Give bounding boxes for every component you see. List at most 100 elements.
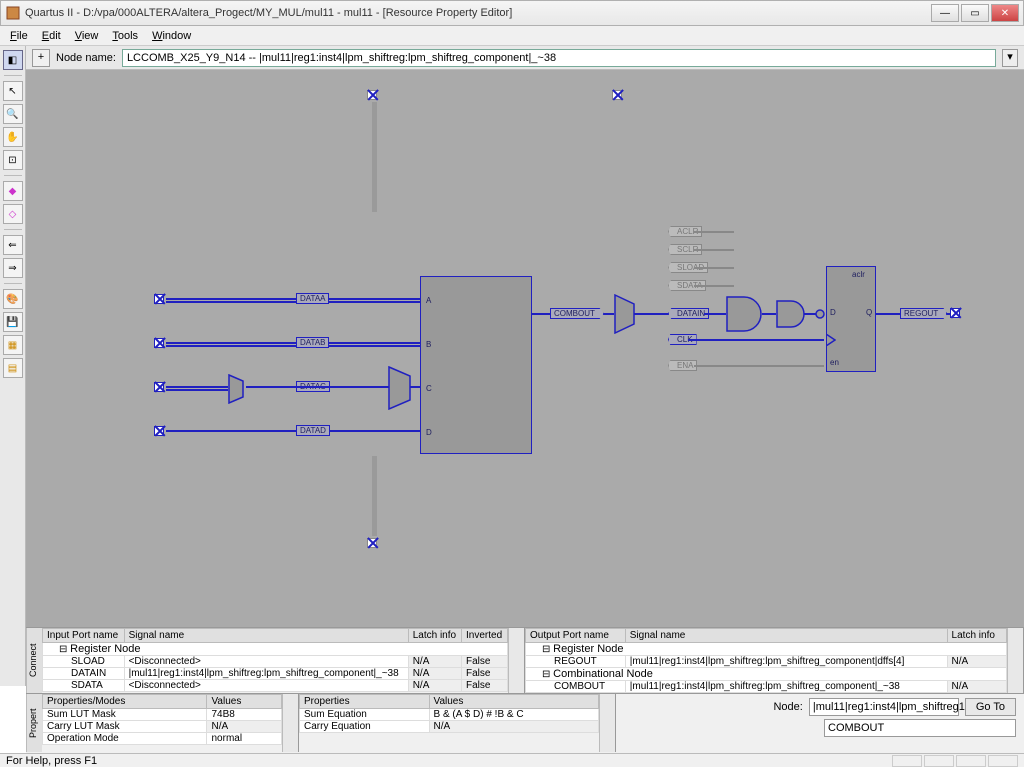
tab-connectivity[interactable]: Connect — [26, 628, 42, 693]
reg-en: en — [830, 358, 839, 367]
port-disconnected — [367, 538, 377, 548]
tool-grid-icon[interactable]: ▤ — [3, 358, 23, 378]
wire-gray — [372, 102, 377, 212]
scrollbar[interactable] — [282, 694, 298, 752]
wire — [694, 285, 734, 287]
wire — [166, 298, 420, 300]
tool-pointer-icon[interactable]: ↖ — [3, 81, 23, 101]
window-title: Quartus II - D:/vpa/000ALTERA/altera_Pro… — [25, 7, 931, 19]
mux-small — [228, 374, 250, 404]
goto-button[interactable]: Go To — [965, 698, 1016, 716]
scrollbar[interactable] — [1007, 628, 1023, 693]
lut-pin-d: D — [426, 428, 432, 437]
status-cell — [924, 755, 954, 767]
reg-q: Q — [866, 308, 872, 317]
status-cell — [892, 755, 922, 767]
node-name-dropdown[interactable]: ▾ — [1002, 49, 1018, 67]
status-cell — [956, 755, 986, 767]
tool-new-icon[interactable]: ▦ — [3, 335, 23, 355]
wire — [694, 249, 734, 251]
lut-pin-a: A — [426, 296, 431, 305]
port-disconnected — [612, 90, 622, 100]
tool-hand-icon[interactable]: ✋ — [3, 127, 23, 147]
wire — [166, 301, 420, 303]
scrollbar[interactable] — [599, 694, 615, 752]
maximize-button[interactable]: ▭ — [961, 4, 989, 22]
tool-doc-icon[interactable]: ◧ — [3, 50, 23, 70]
tool-save-icon[interactable]: 💾 — [3, 312, 23, 332]
titlebar: Quartus II - D:/vpa/000ALTERA/altera_Pro… — [0, 0, 1024, 26]
output-port-table[interactable]: Output Port name Signal name Latch info … — [525, 628, 1007, 693]
node-name-field[interactable]: LCCOMB_X25_Y9_N14 -- |mul11|reg1:inst4|l… — [122, 49, 996, 67]
port-datad[interactable] — [154, 426, 164, 436]
tool-color2-icon[interactable]: ◇ — [3, 204, 23, 224]
bottom-panel: × Connect Input Port name Signal name La… — [26, 627, 1024, 753]
port-disconnected — [367, 90, 377, 100]
tab-properties[interactable]: Propert — [26, 694, 42, 752]
reg-d: D — [830, 308, 836, 317]
gate-and2 — [776, 300, 806, 328]
node-name-bar: + Node name: LCCOMB_X25_Y9_N14 -- |mul11… — [26, 46, 1024, 70]
label-datab: DATAB — [296, 337, 329, 348]
lut-pin-c: C — [426, 384, 432, 393]
wire — [166, 342, 420, 344]
port-datac[interactable] — [154, 382, 164, 392]
wire — [694, 267, 734, 269]
status-cell — [988, 755, 1018, 767]
label-datad: DATAD — [296, 425, 330, 436]
reg-aclr: aclr — [852, 270, 865, 279]
app-icon — [5, 5, 21, 21]
label-regout: REGOUT — [900, 308, 947, 319]
inverter-bubble — [814, 308, 826, 320]
main-area: DATAA DATAB DATAC DATAD A B C D COMBOUT — [0, 70, 1024, 660]
node-name-label: Node name: — [56, 52, 116, 64]
clock-triangle-icon — [826, 334, 836, 346]
wire — [166, 345, 420, 347]
props-table-2[interactable]: PropertiesValues Sum EquationB & (A $ D)… — [299, 694, 599, 752]
tool-color1-icon[interactable]: ◆ — [3, 181, 23, 201]
node-combo[interactable]: |mul11|reg1:inst4|lpm_shiftreg1▾ — [809, 698, 959, 716]
minimize-button[interactable]: — — [931, 4, 959, 22]
statusbar: For Help, press F1 — [0, 753, 1024, 767]
menu-window[interactable]: Window — [146, 28, 197, 44]
lut-block[interactable] — [420, 276, 532, 454]
mux-post — [614, 294, 636, 334]
port-datab[interactable] — [154, 338, 164, 348]
menu-file[interactable]: File — [4, 28, 34, 44]
wire — [410, 386, 420, 388]
tool-palette-icon[interactable]: 🎨 — [3, 289, 23, 309]
node-label: Node: — [773, 701, 802, 713]
lut-pin-b: B — [426, 340, 431, 349]
wire — [762, 313, 776, 315]
wire-gray — [372, 456, 377, 536]
wire — [694, 231, 734, 233]
register-block[interactable] — [826, 266, 876, 372]
menu-edit[interactable]: Edit — [36, 28, 67, 44]
props-table-1[interactable]: Properties/ModesValues Sum LUT Mask74B8 … — [42, 694, 282, 752]
expand-button[interactable]: + — [32, 49, 50, 67]
menu-view[interactable]: View — [69, 28, 105, 44]
tool-left-icon[interactable]: ⇐ — [3, 235, 23, 255]
node-combo-2[interactable]: COMBOUT — [824, 719, 1016, 737]
tool-right-icon[interactable]: ⇒ — [3, 258, 23, 278]
close-button[interactable]: ✕ — [991, 4, 1019, 22]
wire — [166, 389, 228, 391]
node-go-pane: Node: |mul11|reg1:inst4|lpm_shiftreg1▾ G… — [616, 694, 1024, 752]
tool-zoomfit-icon[interactable]: ⊡ — [3, 150, 23, 170]
label-datain: DATAIN — [668, 308, 709, 319]
port-dataa[interactable] — [154, 294, 164, 304]
input-port-table[interactable]: Input Port name Signal name Latch info I… — [42, 628, 508, 693]
label-combout: COMBOUT — [550, 308, 604, 319]
schematic-canvas[interactable]: DATAA DATAB DATAC DATAD A B C D COMBOUT — [26, 70, 1024, 660]
scrollbar[interactable] — [508, 628, 524, 693]
menu-tools[interactable]: Tools — [106, 28, 144, 44]
gate-and1 — [726, 296, 762, 332]
tool-zoom-icon[interactable]: 🔍 — [3, 104, 23, 124]
wire — [166, 386, 228, 388]
wire — [166, 430, 420, 432]
label-dataa: DATAA — [296, 293, 329, 304]
status-text: For Help, press F1 — [6, 755, 97, 767]
window-buttons: — ▭ ✕ — [931, 4, 1019, 22]
port-regout[interactable] — [950, 308, 960, 318]
wire — [694, 365, 824, 367]
